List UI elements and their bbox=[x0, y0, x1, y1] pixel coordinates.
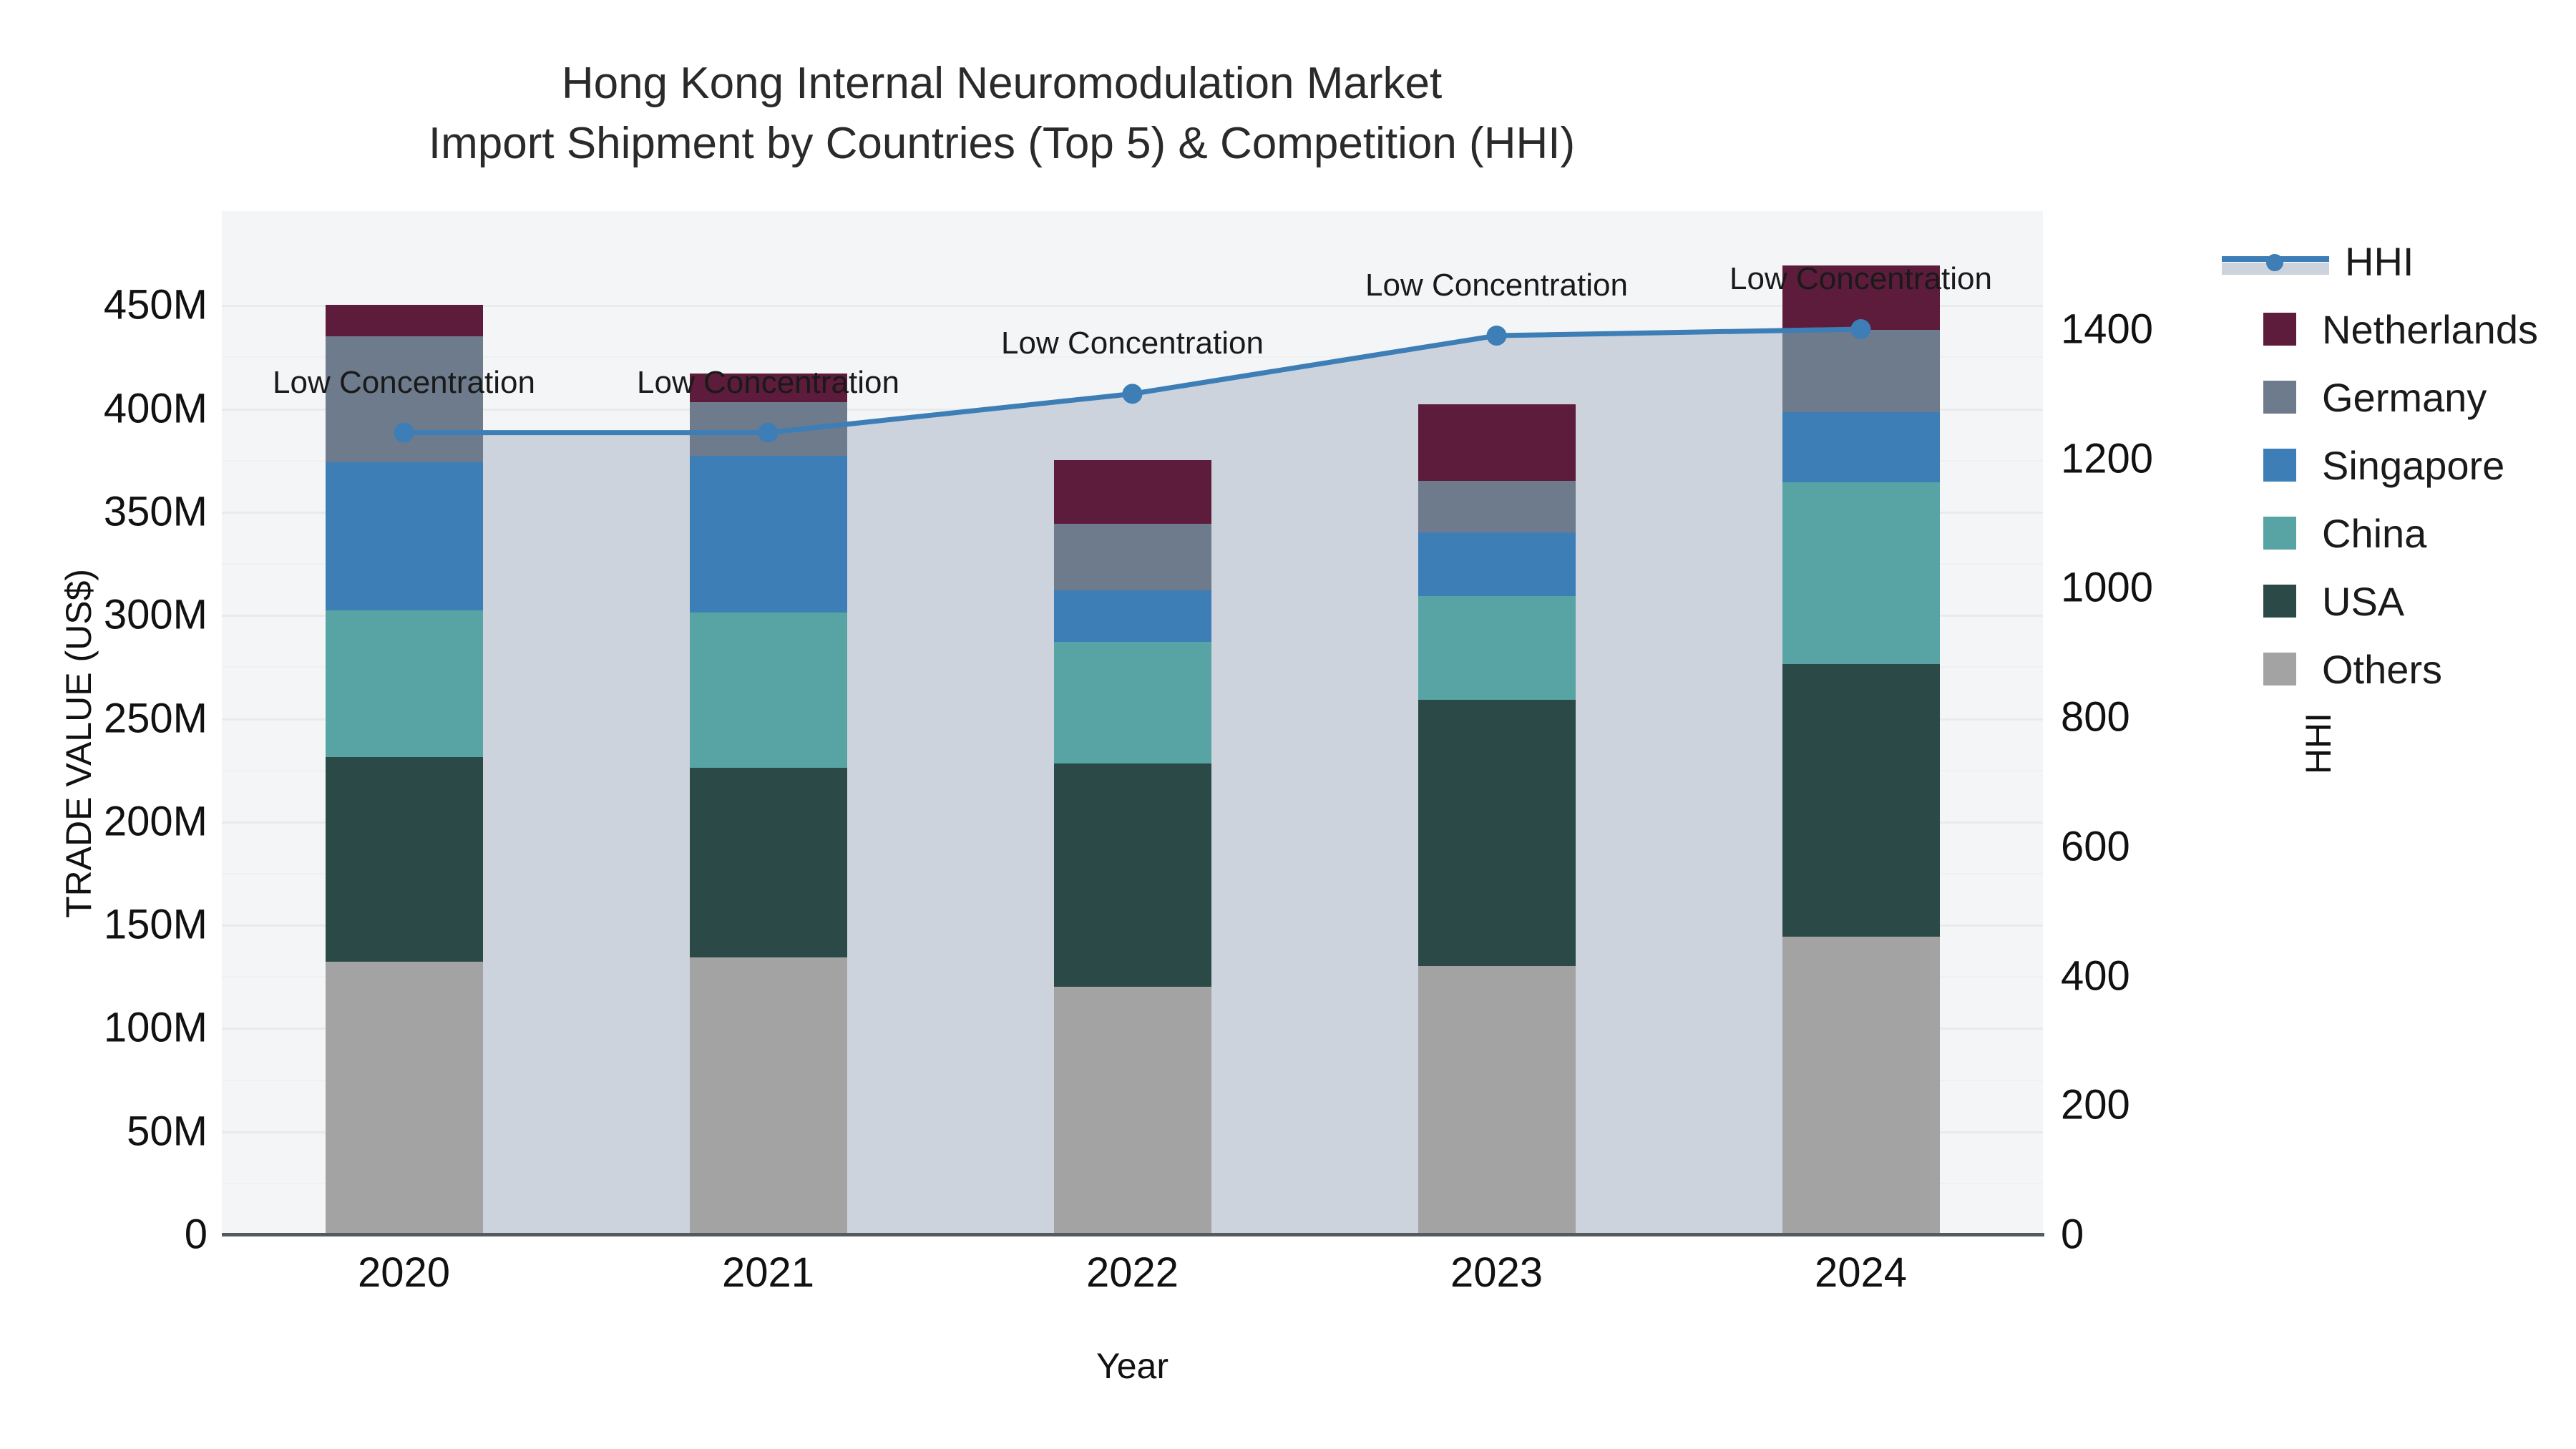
plot-area bbox=[222, 211, 2043, 1234]
bar-segment-others-2023[interactable] bbox=[1418, 965, 1576, 1234]
bar-segment-china-2022[interactable] bbox=[1053, 641, 1211, 763]
hhi-point-2022[interactable] bbox=[1122, 384, 1143, 404]
y-axis-right-tick: 1200 bbox=[2061, 435, 2154, 482]
bar-group-2024[interactable] bbox=[1782, 211, 1940, 1234]
hhi-point-2021[interactable] bbox=[758, 422, 779, 443]
chart-title: Hong Kong Internal Neuromodulation Marke… bbox=[0, 54, 2004, 173]
annotation-low-concentration-2023: Low Concentration bbox=[1365, 268, 1628, 303]
bar-segment-singapore-2024[interactable] bbox=[1782, 412, 1940, 483]
legend-item-hhi[interactable]: HHI bbox=[2222, 236, 2565, 286]
y-axis-left-tick: 450M bbox=[103, 281, 208, 328]
legend-label: Netherlands bbox=[2322, 306, 2538, 352]
y-axis-left-tick: 350M bbox=[103, 488, 208, 535]
legend-item-china[interactable]: China bbox=[2222, 508, 2565, 558]
legend-label: HHI bbox=[2345, 238, 2414, 284]
bar-segment-others-2021[interactable] bbox=[689, 957, 847, 1234]
legend-swatch-icon bbox=[2263, 313, 2296, 346]
bar-segment-usa-2021[interactable] bbox=[689, 767, 847, 958]
plot-clip bbox=[222, 211, 2043, 1234]
y-axis-left-tick: 200M bbox=[103, 798, 208, 845]
bar-segment-netherlands-2024[interactable] bbox=[1782, 265, 1940, 330]
x-axis-tick-2023: 2023 bbox=[1450, 1249, 1543, 1296]
bar-segment-usa-2024[interactable] bbox=[1782, 664, 1940, 937]
bar-segment-germany-2024[interactable] bbox=[1782, 329, 1940, 413]
x-axis-tick-2020: 2020 bbox=[357, 1249, 451, 1296]
bar-segment-singapore-2021[interactable] bbox=[689, 455, 847, 613]
bar-group-2023[interactable] bbox=[1418, 211, 1576, 1234]
annotation-low-concentration-2022: Low Concentration bbox=[1001, 326, 1264, 361]
x-axis-title: Year bbox=[1096, 1346, 1169, 1386]
bar-segment-usa-2023[interactable] bbox=[1418, 699, 1576, 966]
chart-title-line-1: Hong Kong Internal Neuromodulation Marke… bbox=[561, 59, 1443, 108]
y-axis-left-tick: 250M bbox=[103, 695, 208, 741]
bar-segment-others-2022[interactable] bbox=[1053, 986, 1211, 1234]
bar-segment-germany-2022[interactable] bbox=[1053, 524, 1211, 590]
y-axis-right-tick: 1400 bbox=[2061, 306, 2154, 353]
annotation-low-concentration-2024: Low Concentration bbox=[1729, 261, 1992, 296]
legend-swatch-icon bbox=[2263, 449, 2296, 482]
legend-item-usa[interactable]: USA bbox=[2222, 576, 2565, 626]
gridline bbox=[222, 305, 2043, 308]
bar-group-2021[interactable] bbox=[689, 211, 847, 1234]
bar-segment-china-2024[interactable] bbox=[1782, 482, 1940, 665]
gridline bbox=[222, 356, 2043, 358]
legend-label: Others bbox=[2322, 646, 2443, 692]
legend-label: Germany bbox=[2322, 374, 2487, 420]
x-axis-tick-2024: 2024 bbox=[1814, 1249, 1908, 1296]
legend-label: USA bbox=[2322, 578, 2405, 624]
bar-segment-netherlands-2020[interactable] bbox=[325, 305, 483, 336]
legend-label: Singapore bbox=[2322, 442, 2505, 488]
y-axis-left-tick: 0 bbox=[184, 1211, 208, 1258]
y-axis-right-tick: 600 bbox=[2061, 823, 2130, 870]
y-axis-right-tick: 1000 bbox=[2061, 564, 2154, 611]
y-axis-left-tick: 50M bbox=[127, 1108, 208, 1155]
bar-segment-china-2020[interactable] bbox=[325, 610, 483, 758]
y-axis-left-tick: 150M bbox=[103, 901, 208, 948]
annotation-low-concentration-2021: Low Concentration bbox=[637, 364, 899, 400]
y-axis-left-tick: 100M bbox=[103, 1004, 208, 1051]
annotation-low-concentration-2020: Low Concentration bbox=[273, 364, 535, 400]
y-axis-right-tick: 400 bbox=[2061, 952, 2130, 1000]
y-axis-left-tick: 300M bbox=[103, 591, 208, 638]
bar-segment-usa-2022[interactable] bbox=[1053, 763, 1211, 987]
y-axis-left-tick: 400M bbox=[103, 385, 208, 432]
bar-segment-others-2024[interactable] bbox=[1782, 937, 1940, 1234]
bar-segment-singapore-2022[interactable] bbox=[1053, 590, 1211, 642]
legend-swatch-icon bbox=[2263, 381, 2296, 414]
bar-segment-netherlands-2021[interactable] bbox=[689, 373, 847, 402]
bar-segment-china-2023[interactable] bbox=[1418, 596, 1576, 700]
hhi-point-2024[interactable] bbox=[1850, 319, 1871, 339]
x-axis-line bbox=[222, 1233, 2044, 1236]
bar-segment-usa-2020[interactable] bbox=[325, 757, 483, 962]
hhi-point-2020[interactable] bbox=[394, 422, 414, 443]
legend-item-germany[interactable]: Germany bbox=[2222, 372, 2565, 422]
bar-segment-singapore-2023[interactable] bbox=[1418, 532, 1576, 597]
chart-title-line-2: Import Shipment by Countries (Top 5) & C… bbox=[428, 118, 1576, 168]
bar-group-2022[interactable] bbox=[1053, 211, 1211, 1234]
legend: HHI Netherlands Germany Singapore China USA Ot… bbox=[2222, 236, 2565, 712]
hhi-point-2023[interactable] bbox=[1486, 326, 1507, 346]
hhi-line bbox=[394, 319, 1871, 443]
bar-segment-singapore-2020[interactable] bbox=[325, 462, 483, 611]
legend-item-others[interactable]: Others bbox=[2222, 644, 2565, 694]
y-axis-right-tick: 800 bbox=[2061, 693, 2130, 741]
legend-item-singapore[interactable]: Singapore bbox=[2222, 440, 2565, 490]
legend-swatch-icon bbox=[2263, 517, 2296, 550]
legend-swatch-icon bbox=[2263, 585, 2296, 618]
bar-segment-netherlands-2023[interactable] bbox=[1418, 404, 1576, 481]
bar-segment-germany-2023[interactable] bbox=[1418, 480, 1576, 532]
x-axis-tick-2022: 2022 bbox=[1085, 1249, 1179, 1296]
legend-label: China bbox=[2322, 510, 2427, 556]
x-axis-tick-2021: 2021 bbox=[721, 1249, 815, 1296]
legend-line-marker-icon bbox=[2222, 245, 2329, 278]
legend-item-netherlands[interactable]: Netherlands bbox=[2222, 304, 2565, 354]
y-axis-right-tick: 200 bbox=[2061, 1081, 2130, 1128]
bar-segment-china-2021[interactable] bbox=[689, 613, 847, 768]
legend-swatch-icon bbox=[2263, 653, 2296, 686]
y-axis-right-tick: 0 bbox=[2061, 1211, 2084, 1258]
bar-segment-others-2020[interactable] bbox=[325, 962, 483, 1234]
bar-segment-netherlands-2022[interactable] bbox=[1053, 459, 1211, 525]
